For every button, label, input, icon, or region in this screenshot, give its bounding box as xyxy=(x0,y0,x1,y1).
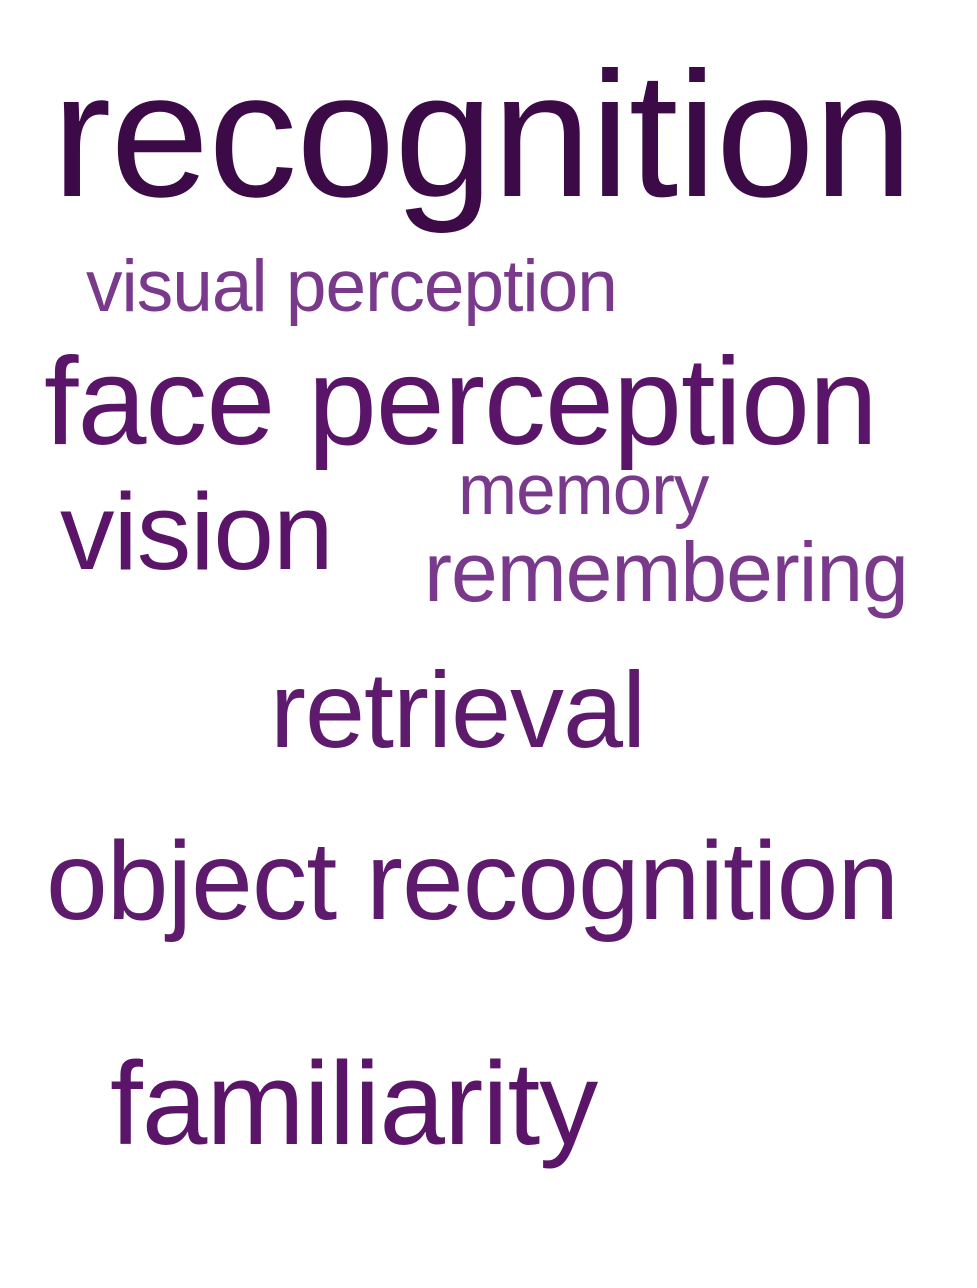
word-retrieval: retrieval xyxy=(270,649,646,770)
word-memory: memory xyxy=(458,451,709,530)
word-remembering: remembering xyxy=(424,525,909,619)
word-object-recognition: object recognition xyxy=(46,819,899,943)
word-familiarity: familiarity xyxy=(110,1038,598,1170)
word-visual-perception: visual perception xyxy=(86,246,618,327)
word-vision: vision xyxy=(60,471,334,593)
word-recognition: recognition xyxy=(52,35,913,234)
word-face-perception: face perception xyxy=(44,333,878,471)
